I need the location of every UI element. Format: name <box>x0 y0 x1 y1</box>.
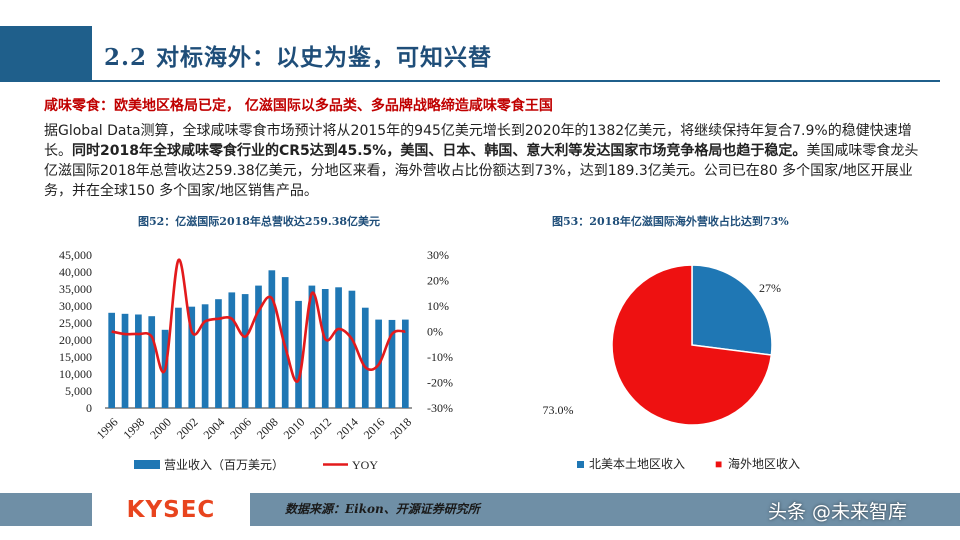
x-tick-label: 2014 <box>334 415 361 442</box>
revenue-bar <box>388 319 396 408</box>
revenue-bar <box>348 290 356 408</box>
revenue-bar <box>308 285 316 408</box>
chart53-title: 图53：2018年亿滋国际海外营收占比达到73% <box>552 215 789 228</box>
revenue-bar <box>361 307 369 408</box>
revenue-bar <box>228 292 236 408</box>
chart52-title: 图52：亿滋国际2018年总营收达259.38亿美元 <box>138 215 381 228</box>
revenue-bar <box>241 294 249 408</box>
revenue-bar <box>201 304 209 408</box>
legend-line-label: YOY <box>352 458 378 472</box>
region-share-pie-chart: 27% 73.0% 北美本土地区收入 ■ 海外地区收入 <box>543 264 800 471</box>
y-right-tick-label: -10% <box>427 350 453 364</box>
revenue-bar <box>255 285 262 408</box>
x-tick-label: 2018 <box>387 415 414 442</box>
revenue-bar <box>121 313 129 408</box>
y-left-tick-label: 35,000 <box>59 282 92 296</box>
revenue-bar <box>135 314 142 408</box>
title-bar <box>0 26 940 82</box>
y-left-tick-label: 10,000 <box>59 367 92 381</box>
title-accent-block <box>0 26 92 82</box>
pie-slice <box>691 264 773 356</box>
revenue-bar <box>148 316 156 408</box>
revenue-bar <box>401 319 409 408</box>
y-right-tick-label: 30% <box>427 248 449 262</box>
revenue-bar <box>295 300 302 408</box>
y-left-tick-label: 25,000 <box>59 316 92 330</box>
x-tick-label: 2012 <box>307 415 334 442</box>
body-paragraph: 据Global Data测算，全球咸味零食市场预计将从2015年的945亿美元增… <box>44 121 924 201</box>
y-left-tick-label: 30,000 <box>59 299 92 313</box>
revenue-bar <box>188 306 196 408</box>
y-right-tick-label: -20% <box>427 376 453 390</box>
legend-overseas-label: 海外地区收入 <box>728 456 800 471</box>
revenue-yoy-chart: 0 5,000 10,000 15,000 20,000 25,000 30,000 35,0… <box>59 248 453 472</box>
y-left-tick-label: 45,000 <box>59 248 92 262</box>
paragraph-part-1: 据Global Data测算，全球咸味零食市场预计将从2015年的945亿美元增… <box>44 123 912 159</box>
y-right-tick-label: -30% <box>427 401 453 415</box>
x-tick-label: 2010 <box>281 415 308 442</box>
revenue-bar <box>335 287 342 408</box>
x-tick-label: 1996 <box>94 415 121 442</box>
x-tick-label: 2016 <box>361 415 388 442</box>
paragraph-part-3: 美国咸味零食龙头亿滋国际2018年总营收达259.38亿美元，分地区来看，海外营… <box>44 143 919 199</box>
legend-bar-swatch <box>134 460 160 469</box>
paragraph-part-2-bold: 同时2018年全球咸味零食行业的CR5达到45.5%，美国、日本、韩国、意大利等… <box>72 143 807 159</box>
brand-logo: KYSEC <box>92 493 250 526</box>
legend-overseas-swatch: ■ <box>715 457 722 471</box>
pie-data-label: 27% <box>759 281 781 295</box>
y-left-tick-label: 0 <box>86 401 92 415</box>
data-source-note: 数据来源：Eikon、开源证券研究所 <box>285 502 480 516</box>
x-tick-label: 2004 <box>200 415 227 442</box>
y-left-tick-label: 5,000 <box>65 384 92 398</box>
revenue-bar <box>215 299 222 408</box>
x-tick-label: 2006 <box>227 415 254 442</box>
page-title: 2.2 对标海外：以史为鉴，可知兴替 <box>104 44 493 71</box>
x-tick-label: 1998 <box>120 415 147 442</box>
x-tick-label: 2000 <box>147 415 174 442</box>
x-tick-label: 2002 <box>174 415 201 442</box>
revenue-bar <box>175 307 182 408</box>
y-left-tick-label: 15,000 <box>59 350 92 364</box>
y-left-tick-label: 20,000 <box>59 333 92 347</box>
y-right-tick-label: 20% <box>427 274 449 288</box>
revenue-bar <box>108 312 116 408</box>
legend-domestic-label: 北美本土地区收入 <box>589 457 685 471</box>
pie-slice <box>611 264 773 426</box>
yoy-line <box>111 258 406 383</box>
x-tick-label: 2008 <box>254 415 281 442</box>
y-right-tick-label: 10% <box>427 299 449 313</box>
section-headline: 咸味零食：欧美地区格局已定， 亿滋国际以多品类、多品牌战略缔造咸味零食王国 <box>44 98 553 114</box>
brand-logo-text: KYSEC <box>126 496 216 523</box>
revenue-bar <box>268 270 276 408</box>
pie-data-label: 73.0% <box>543 403 574 417</box>
y-left-tick-label: 40,000 <box>59 265 92 279</box>
legend-domestic-swatch <box>577 461 584 468</box>
watermark: 头条 @未来智库 <box>768 501 908 523</box>
revenue-bar <box>321 289 329 408</box>
y-right-tick-label: 0% <box>427 325 443 339</box>
legend-bar-label: 营业收入（百万美元） <box>164 458 284 472</box>
